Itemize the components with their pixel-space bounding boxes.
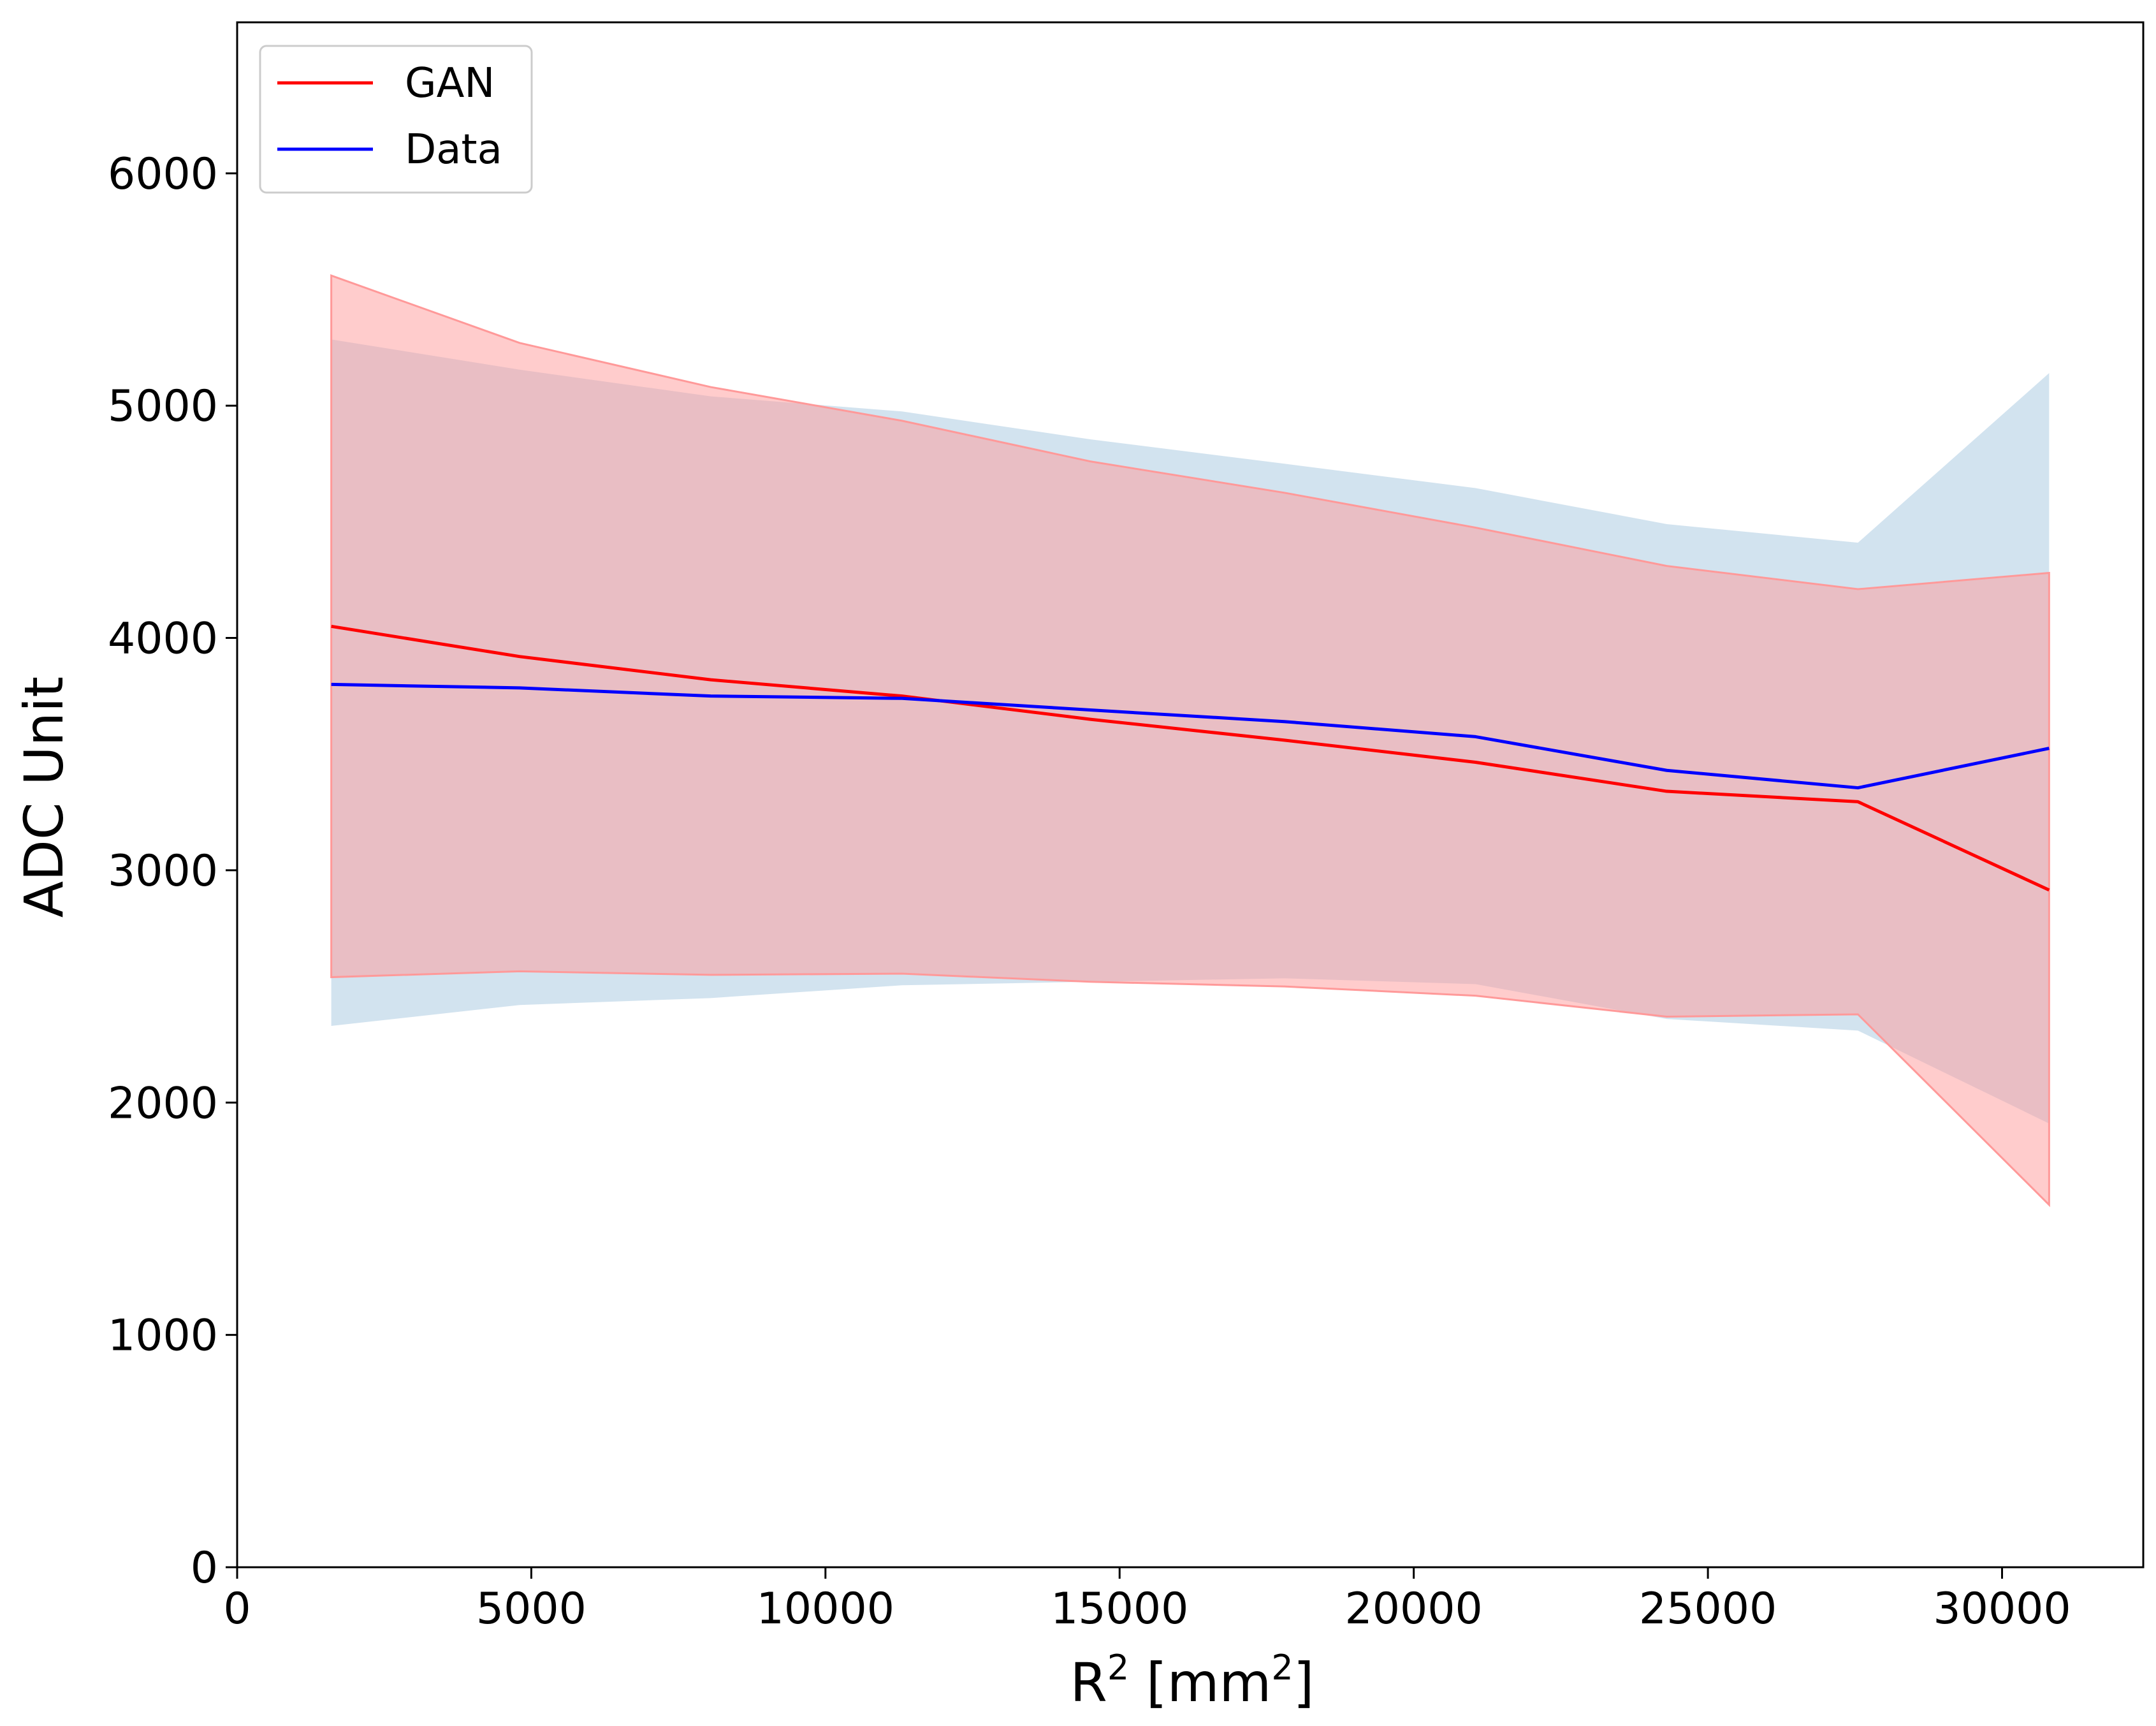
y-tick-label: 6000: [108, 149, 218, 200]
x-tick-label: 30000: [1933, 1584, 2071, 1634]
y-tick-label: 0: [191, 1543, 218, 1593]
x-axis-label-unit-sup: 2: [1271, 1648, 1293, 1688]
x-tick-label: 0: [223, 1584, 251, 1634]
x-tick-label: 20000: [1345, 1584, 1483, 1634]
y-tick-label: 4000: [108, 614, 218, 664]
legend: GAN Data: [259, 45, 533, 194]
y-axis-label: ADC Unit: [13, 677, 75, 918]
line-data: [331, 682, 2050, 790]
x-axis-label-sup: 2: [1107, 1648, 1129, 1688]
y-tick-label: 1000: [108, 1311, 218, 1361]
x-tick-label: 5000: [476, 1584, 586, 1634]
line-gan: [331, 624, 2050, 892]
x-tick-label: 15000: [1051, 1584, 1188, 1634]
y-axis-ticks: 0 1000 2000 3000 4000 5000 6000: [108, 149, 237, 1593]
x-axis-label-base: R: [1070, 1651, 1107, 1714]
x-tick-label: 25000: [1639, 1584, 1777, 1634]
series-lines: [331, 624, 2050, 892]
legend-label-data: Data: [405, 126, 502, 173]
x-axis-ticks: 0 5000 10000 15000 20000 25000 30000: [223, 1567, 2071, 1634]
x-axis-label-unit: [mm: [1129, 1651, 1271, 1714]
legend-label-gan: GAN: [405, 60, 495, 107]
x-axis-label-close: ]: [1293, 1651, 1315, 1714]
x-axis-label: R2 [mm2]: [1070, 1648, 1315, 1714]
x-tick-label: 10000: [757, 1584, 894, 1634]
y-tick-label: 2000: [108, 1078, 218, 1129]
y-tick-label: 3000: [108, 846, 218, 896]
band-gan: [330, 274, 2050, 1208]
y-tick-label: 5000: [108, 381, 218, 432]
plot-frame: [236, 21, 2145, 1569]
